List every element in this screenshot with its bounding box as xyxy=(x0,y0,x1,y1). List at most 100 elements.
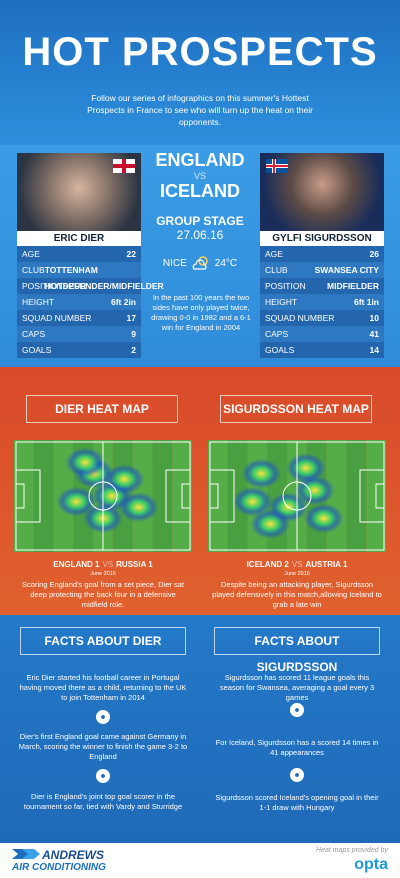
stat-label: AGE xyxy=(22,249,40,259)
stat-row: CLUB SWANSEA CITY xyxy=(260,262,384,278)
stat-value: 6ft 1in xyxy=(353,297,379,307)
stat-value: MIDFIELDER xyxy=(327,281,379,291)
stat-value: DEFENDER/MIDFIELDER xyxy=(62,281,164,291)
pitch xyxy=(14,440,192,552)
stat-row: GOALS 2 xyxy=(17,342,141,358)
stat-value: 41 xyxy=(369,329,379,339)
player-name: ERIC DIER xyxy=(17,231,141,246)
home: ENGLAND 1 xyxy=(53,560,100,569)
stat-row: SQUAD NUMBER 17 xyxy=(17,310,141,326)
brand-bottom: AIR CONDITIONING xyxy=(12,862,106,873)
stat-value: 14 xyxy=(369,345,379,355)
fact: Sigurdsson scored Iceland's opening goal… xyxy=(215,793,379,812)
fact: Eric Dier started his football career in… xyxy=(19,673,187,702)
facts-title: FACTS ABOUT SIGURDSSON xyxy=(214,627,380,674)
location: NICE xyxy=(162,257,187,269)
result: ICELAND 2 VS AUSTRIA 1 xyxy=(206,560,388,569)
flag xyxy=(113,159,135,173)
ball-icon xyxy=(290,703,304,717)
stat-row: CLUB TOTTENHAM HOTSPUR xyxy=(17,262,141,291)
stat-label: SQUAD NUMBER xyxy=(265,313,335,323)
stat-label: CAPS xyxy=(265,329,289,339)
stat-row: GOALS 14 xyxy=(260,342,384,358)
ball-icon xyxy=(96,769,110,783)
stat-label: CLUB xyxy=(22,265,45,275)
stat-value: 10 xyxy=(369,313,379,323)
stat-value: SWANSEA CITY xyxy=(314,265,379,275)
result-date: June 2016 xyxy=(90,571,116,577)
facts-title: FACTS ABOUT DIER xyxy=(20,627,186,655)
fact: For Iceland, Sigurdsson has a scored 14 … xyxy=(215,738,379,757)
footer: ANDREWS AIR CONDITIONING Heat maps provi… xyxy=(0,843,400,878)
stat-label: POSITION xyxy=(265,281,306,291)
logo-icon xyxy=(12,849,40,859)
player-name: GYLFI SIGURDSSON xyxy=(260,231,384,246)
stat-label: CAPS xyxy=(22,329,46,339)
stat-row: CAPS 41 xyxy=(260,326,384,342)
stat-value: 2 xyxy=(131,345,136,355)
vs: VS xyxy=(291,560,303,569)
stat-row: HEIGHT 6ft 1in xyxy=(260,294,384,310)
player-card: ERIC DIER AGE 22 CLUB TOTTENHAM HOTSPUR POSI… xyxy=(17,153,164,358)
temperature: 24°C xyxy=(214,257,238,269)
credit: Heat maps provided by xyxy=(316,847,388,854)
stat-label: GOALS xyxy=(22,345,52,355)
heatmap-title: SIGURDSSON HEAT MAP xyxy=(220,395,372,423)
stat-row: POSITION MIDFIELDER xyxy=(260,278,384,294)
stat-label: AGE xyxy=(265,249,283,259)
stat-label: HEIGHT xyxy=(265,297,298,307)
player-photo xyxy=(17,153,141,231)
match-note: In the past 100 years the two sides have… xyxy=(151,293,251,332)
stat-label: HEIGHT xyxy=(22,297,55,307)
result-date: June 2016 xyxy=(284,571,310,577)
caption: Despite being an attacking player, Sigur… xyxy=(212,580,382,609)
stat-value: 9 xyxy=(131,329,136,339)
home: ICELAND 2 xyxy=(246,560,289,569)
stage: GROUP STAGE xyxy=(156,214,244,228)
pitch xyxy=(208,440,386,552)
team: ENGLAND xyxy=(155,150,245,170)
fact: Sigurdsson has scored 11 league goals th… xyxy=(219,673,375,702)
stat-row: HEIGHT 6ft 2in xyxy=(17,294,141,310)
stats-table: AGE 26 CLUB SWANSEA CITY POSITION MIDFIELDER H… xyxy=(260,246,384,358)
ball-icon xyxy=(96,710,110,724)
result: ENGLAND 1 VS RUSSIA 1 xyxy=(12,560,194,569)
caption: Scoring England's goal from a set piece,… xyxy=(22,580,184,609)
team: ICELAND xyxy=(160,181,240,201)
fact: Dier's first England goal came against G… xyxy=(18,732,188,761)
brand-top: ANDREWS xyxy=(42,848,104,862)
heatmap-title: DIER HEAT MAP xyxy=(26,395,178,423)
stat-value: 6ft 2in xyxy=(110,297,136,307)
stat-label: POSITION xyxy=(22,281,63,291)
stat-value: 17 xyxy=(126,313,136,323)
provider: opta xyxy=(354,856,388,873)
stat-row: POSITION DEFENDER/MIDFIELDER xyxy=(17,278,164,294)
flag xyxy=(266,159,288,173)
weather-icon xyxy=(192,256,208,270)
away: AUSTRIA 1 xyxy=(305,560,348,569)
facts-section xyxy=(0,615,400,843)
away: RUSSIA 1 xyxy=(116,560,153,569)
match-info: ENGLAND VS ICELAND GROUP STAGE 27.06.16 … xyxy=(145,150,255,270)
weather: NICE 24°C xyxy=(145,256,255,270)
player-photo xyxy=(260,153,384,231)
stat-row: CAPS 9 xyxy=(17,326,141,342)
stat-row: SQUAD NUMBER 10 xyxy=(260,310,384,326)
player-card: GYLFI SIGURDSSON AGE 26 CLUB SWANSEA CITY PO… xyxy=(260,153,384,358)
fact: Dier is England's joint top goal scorer … xyxy=(23,792,183,811)
header: HOT PROSPECTS Follow our series of infog… xyxy=(0,0,400,145)
stat-label: CLUB xyxy=(265,265,288,275)
stat-label: SQUAD NUMBER xyxy=(22,313,92,323)
stat-value: 22 xyxy=(126,249,136,259)
title: HOT PROSPECTS xyxy=(22,30,378,74)
subtitle: Follow our series of infographics on thi… xyxy=(87,93,313,127)
stats-table: AGE 22 CLUB TOTTENHAM HOTSPUR POSITION DEFEND… xyxy=(17,246,164,358)
stat-label: GOALS xyxy=(265,345,295,355)
stat-value: 26 xyxy=(369,249,379,259)
stat-row: AGE 22 xyxy=(17,246,141,262)
stat-row: AGE 26 xyxy=(260,246,384,262)
ball-icon xyxy=(290,768,304,782)
vs: VS xyxy=(102,560,114,569)
match-date: 27.06.16 xyxy=(176,228,224,242)
